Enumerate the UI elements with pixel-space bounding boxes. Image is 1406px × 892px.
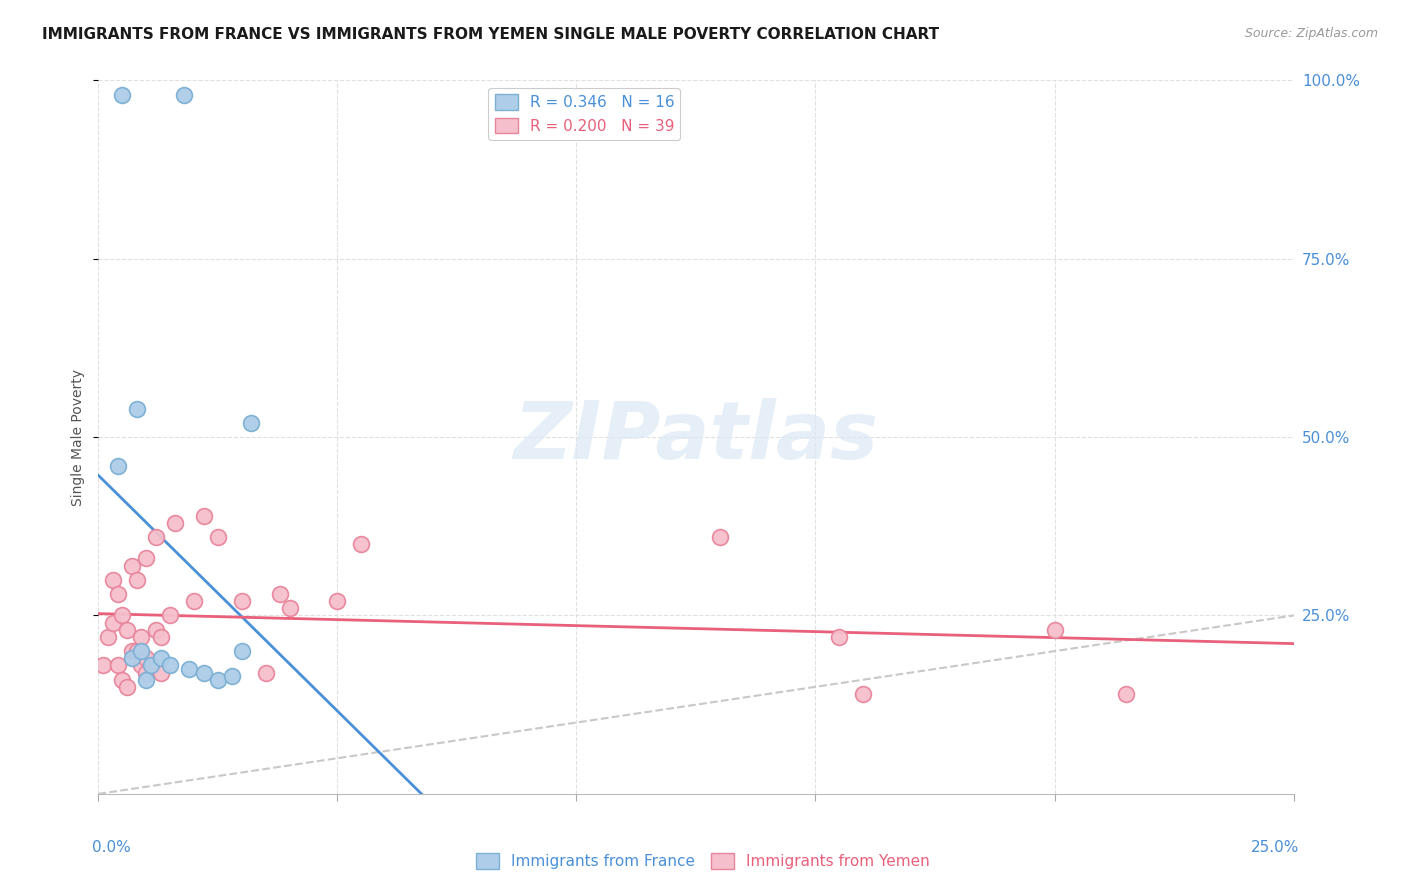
Point [231, 644, 253, 658]
Point [159, 608, 181, 623]
Point [101, 615, 124, 630]
Point [179, 662, 201, 676]
Point [221, 669, 243, 683]
Point [240, 416, 263, 430]
Point [173, 87, 195, 102]
Point [131, 658, 153, 673]
Point [135, 673, 157, 687]
Point [278, 601, 301, 615]
Point [111, 87, 134, 102]
Point [159, 658, 181, 673]
Point [326, 594, 349, 608]
Point [107, 587, 129, 601]
Point [149, 651, 172, 665]
Point [145, 623, 167, 637]
Point [115, 623, 138, 637]
Point [125, 401, 148, 416]
Point [107, 458, 129, 473]
Point [135, 551, 157, 566]
Text: IMMIGRANTS FROM FRANCE VS IMMIGRANTS FROM YEMEN SINGLE MALE POVERTY CORRELATION : IMMIGRANTS FROM FRANCE VS IMMIGRANTS FRO… [42, 27, 939, 42]
Point [1115, 687, 1137, 701]
Point [709, 530, 731, 544]
Point [115, 680, 138, 694]
Point [121, 651, 143, 665]
Point [131, 644, 153, 658]
Point [97, 630, 120, 644]
Point [125, 644, 148, 658]
Point [111, 673, 134, 687]
Point [183, 594, 205, 608]
Text: ZIPatlas: ZIPatlas [513, 398, 879, 476]
Point [135, 651, 157, 665]
Y-axis label: Single Male Poverty: Single Male Poverty [72, 368, 86, 506]
Point [207, 530, 229, 544]
Point [254, 665, 277, 680]
Point [852, 687, 875, 701]
Point [163, 516, 186, 530]
Point [193, 665, 215, 680]
Point [131, 630, 153, 644]
Legend: Immigrants from France, Immigrants from Yemen: Immigrants from France, Immigrants from … [470, 847, 936, 875]
Point [111, 608, 134, 623]
Text: 0.0%: 0.0% [93, 840, 131, 855]
Point [91, 658, 114, 673]
Point [269, 587, 291, 601]
Point [231, 594, 253, 608]
Text: 25.0%: 25.0% [1251, 840, 1299, 855]
Point [145, 530, 167, 544]
Point [193, 508, 215, 523]
Point [101, 573, 124, 587]
Point [149, 665, 172, 680]
Point [121, 558, 143, 573]
Point [121, 644, 143, 658]
Point [107, 658, 129, 673]
Point [149, 630, 172, 644]
Point [125, 573, 148, 587]
Point [139, 658, 162, 673]
Point [1043, 623, 1066, 637]
Point [135, 665, 157, 680]
Point [350, 537, 373, 551]
Point [828, 630, 851, 644]
Legend: R = 0.346   N = 16, R = 0.200   N = 39: R = 0.346 N = 16, R = 0.200 N = 39 [488, 88, 681, 140]
Point [207, 673, 229, 687]
Text: Source: ZipAtlas.com: Source: ZipAtlas.com [1244, 27, 1378, 40]
